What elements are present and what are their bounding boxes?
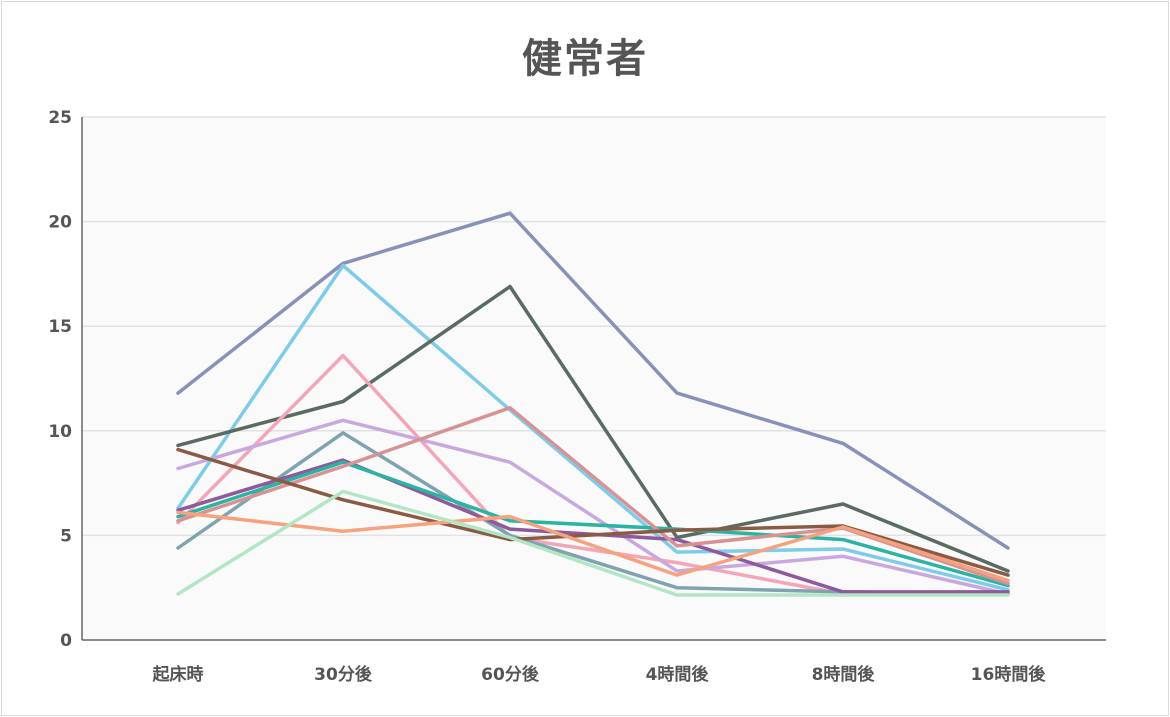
x-tick-label: 4時間後 [646, 664, 710, 685]
series-line-8 [176, 460, 1010, 588]
x-tick-label: 16時間後 [971, 664, 1047, 685]
series-line-2 [176, 263, 1010, 592]
x-tick-label: 30分後 [314, 664, 373, 685]
x-tick-label: 起床時 [152, 664, 204, 685]
series-line-5 [176, 418, 1010, 596]
chart-title: 健常者 [522, 36, 648, 82]
series-line-11 [176, 510, 1010, 583]
series-line-3 [176, 284, 1010, 573]
series-line-12 [176, 489, 1010, 597]
x-tick-label: 8時間後 [812, 664, 876, 685]
series-line-1 [176, 211, 1010, 550]
y-tick-label: 15 [48, 317, 72, 337]
y-tick-label: 5 [60, 526, 72, 546]
y-tick-label: 20 [48, 213, 72, 233]
x-tick-label: 60分後 [481, 664, 540, 685]
y-tick-label: 25 [48, 108, 72, 128]
y-tick-label: 10 [48, 422, 72, 442]
y-tick-label: 0 [60, 631, 72, 651]
